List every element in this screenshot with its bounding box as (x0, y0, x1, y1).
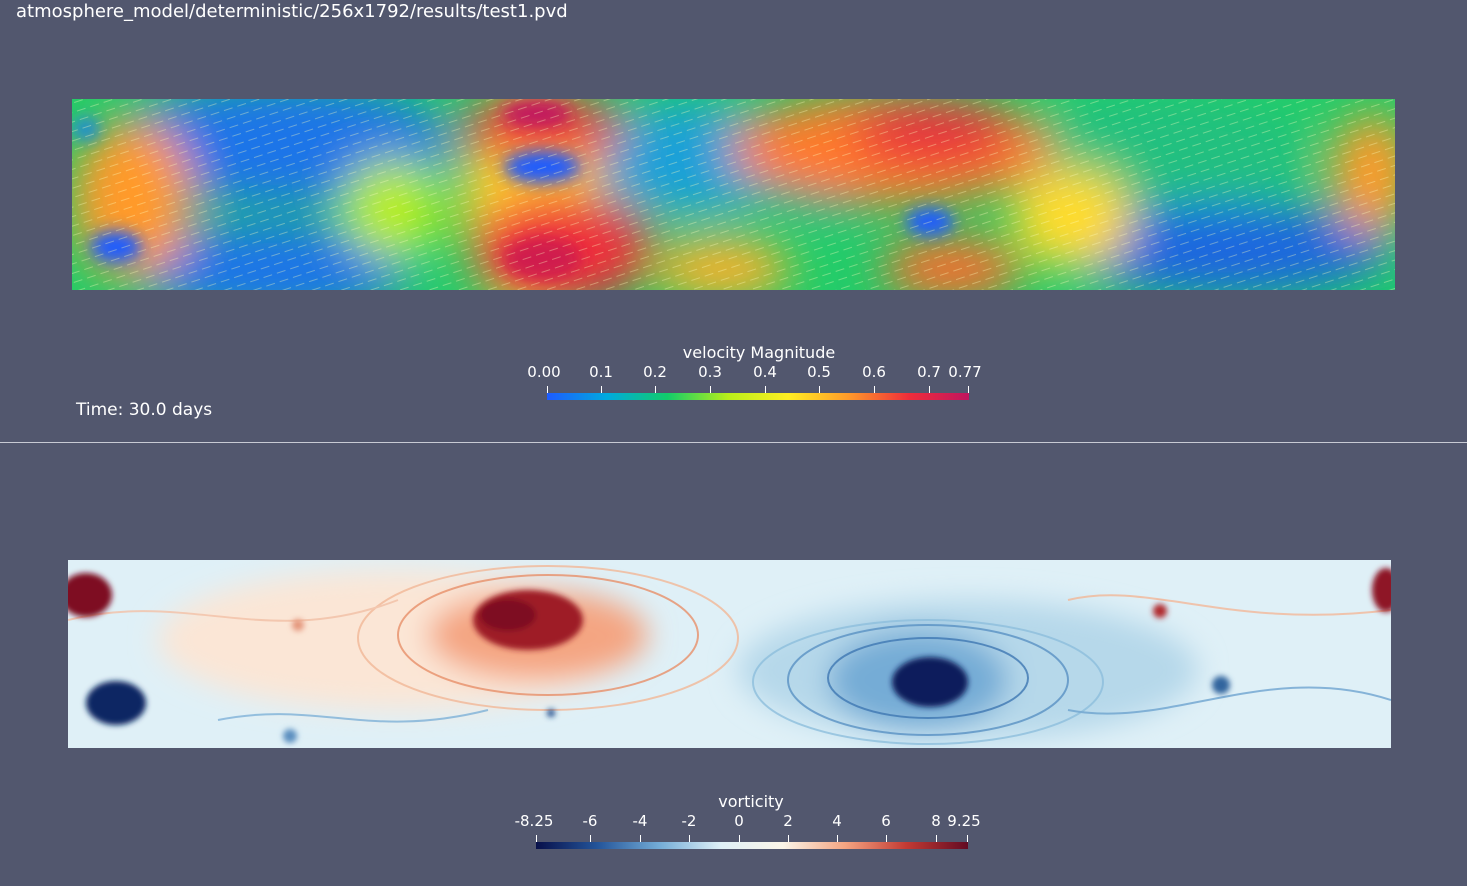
vorticity-tick-label: 0 (734, 812, 744, 830)
vorticity-tick-label: -6 (582, 812, 598, 830)
velocity-magnitude-render[interactable] (72, 99, 1395, 290)
velocity-colorbar-gradient (547, 393, 969, 400)
vorticity-tick-label: 2 (783, 812, 793, 830)
vorticity-tick-label: 4 (832, 812, 842, 830)
time-annotation: Time: 30.0 days (76, 400, 213, 420)
velocity-tick-mark (655, 386, 656, 393)
vorticity-tick-mark (689, 835, 690, 842)
velocity-tick-mark (819, 386, 820, 393)
velocity-tick-label: 0.00 (527, 363, 561, 381)
vorticity-tick-mark (967, 835, 968, 842)
velocity-tick-mark (874, 386, 875, 393)
velocity-tick-label: 0.5 (807, 363, 831, 381)
vorticity-tick-mark (788, 835, 789, 842)
velocity-tick-mark (968, 386, 969, 393)
vorticity-tick-label: 9.25 (947, 812, 981, 830)
vorticity-tick-mark (936, 835, 937, 842)
velocity-tick-label: 0.7 (917, 363, 941, 381)
vorticity-tick-mark (886, 835, 887, 842)
vorticity-render[interactable] (68, 560, 1391, 748)
vorticity-colorbar-gradient (536, 842, 968, 849)
velocity-tick-label: 0.3 (698, 363, 722, 381)
vorticity-tick-label: -2 (681, 812, 697, 830)
vorticity-tick-mark (590, 835, 591, 842)
velocity-tick-mark (929, 386, 930, 393)
vorticity-tick-mark (739, 835, 740, 842)
velocity-tick-label: 0.6 (862, 363, 886, 381)
velocity-tick-label: 0.2 (643, 363, 667, 381)
velocity-tick-mark (710, 386, 711, 393)
velocity-tick-mark (547, 386, 548, 393)
velocity-tick-label: 0.1 (589, 363, 613, 381)
vorticity-tick-mark (640, 835, 641, 842)
vorticity-tick-label: 8 (931, 812, 941, 830)
file-path-title: atmosphere_model/deterministic/256x1792/… (16, 1, 568, 22)
velocity-tick-label: 0.77 (948, 363, 982, 381)
vorticity-tick-label: 6 (881, 812, 891, 830)
vorticity-tick-mark (837, 835, 838, 842)
velocity-tick-label: 0.4 (753, 363, 777, 381)
vorticity-tick-label: -4 (632, 812, 648, 830)
velocity-tick-mark (765, 386, 766, 393)
vorticity-tick-label: -8.25 (514, 812, 554, 830)
velocity-colorbar-title: velocity Magnitude (682, 343, 836, 362)
view-divider[interactable] (0, 442, 1467, 443)
velocity-tick-mark (601, 386, 602, 393)
vorticity-colorbar-title: vorticity (718, 792, 784, 811)
vorticity-tick-mark (536, 835, 537, 842)
